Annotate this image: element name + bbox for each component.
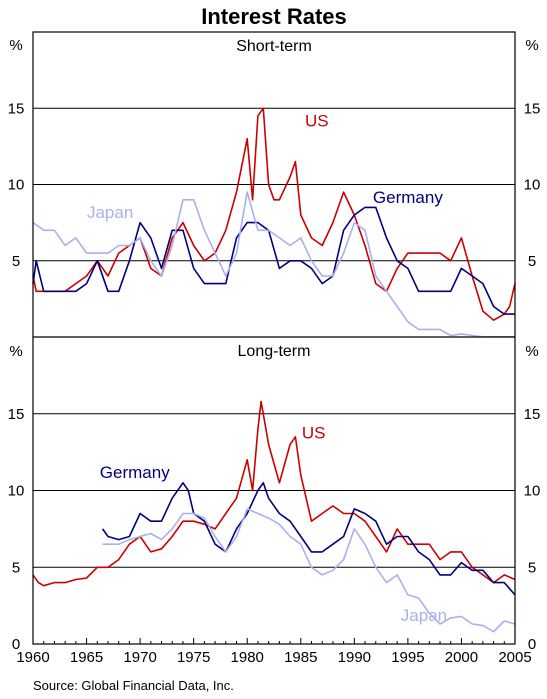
x-tick-label: 1970 bbox=[123, 649, 156, 666]
short-term-y-tick-right: 10 bbox=[524, 177, 541, 194]
x-tick-label: 1980 bbox=[231, 649, 264, 666]
short-term-y-tick-right: 5 bbox=[528, 253, 536, 270]
short-term-label-us: US bbox=[305, 112, 329, 131]
x-tick-label: 1990 bbox=[338, 649, 371, 666]
chart-title: Interest Rates bbox=[201, 4, 347, 29]
x-tick-label: 2005 bbox=[498, 649, 531, 666]
long-term-y-tick-left: 0 bbox=[12, 636, 20, 653]
long-term-series-us bbox=[32, 400, 516, 587]
long-term-series-germany bbox=[101, 482, 516, 596]
source-note: Source: Global Financial Data, Inc. bbox=[33, 678, 234, 693]
top-left-unit-label: % bbox=[9, 37, 22, 54]
x-tick-label: 1965 bbox=[70, 649, 103, 666]
top-right-unit-label: % bbox=[525, 37, 538, 54]
long-term-y-tick-right: 5 bbox=[528, 559, 536, 576]
short-term-label-japan: Japan bbox=[87, 203, 133, 222]
long-term-label-japan: Japan bbox=[401, 606, 447, 625]
short-term-series-us bbox=[32, 107, 516, 321]
plot-frame bbox=[32, 31, 516, 645]
long-term-y-tick-right: 10 bbox=[524, 483, 541, 500]
short-term-y-tick-left: 10 bbox=[8, 177, 25, 194]
short-term-series-japan bbox=[32, 191, 515, 338]
long-term-label-us: US bbox=[302, 423, 326, 442]
x-tick-label: 1960 bbox=[16, 649, 49, 666]
x-tick-label: 1995 bbox=[391, 649, 424, 666]
short-term-y-tick-left: 5 bbox=[12, 253, 20, 270]
x-tick-label: 2000 bbox=[445, 649, 478, 666]
short-term-series-germany bbox=[32, 206, 515, 315]
long-term-y-tick-left: 15 bbox=[8, 406, 25, 423]
long-term-y-tick-right: 0 bbox=[528, 636, 536, 653]
long-term-series-japan bbox=[102, 508, 516, 633]
short-term-panel-title: Short-term bbox=[236, 38, 312, 55]
bottom-left-unit-label: % bbox=[9, 343, 22, 360]
short-term-y-tick-right: 15 bbox=[524, 100, 541, 117]
x-tick-label: 1975 bbox=[177, 649, 210, 666]
long-term-label-germany: Germany bbox=[100, 463, 170, 482]
x-tick-label: 1985 bbox=[284, 649, 317, 666]
short-term-label-germany: Germany bbox=[373, 188, 443, 207]
long-term-panel-title: Long-term bbox=[238, 343, 311, 360]
long-term-y-tick-left: 5 bbox=[12, 559, 20, 576]
bottom-right-unit-label: % bbox=[525, 343, 538, 360]
long-term-y-tick-right: 15 bbox=[524, 406, 541, 423]
long-term-y-tick-left: 10 bbox=[8, 483, 25, 500]
short-term-y-tick-left: 15 bbox=[8, 100, 25, 117]
